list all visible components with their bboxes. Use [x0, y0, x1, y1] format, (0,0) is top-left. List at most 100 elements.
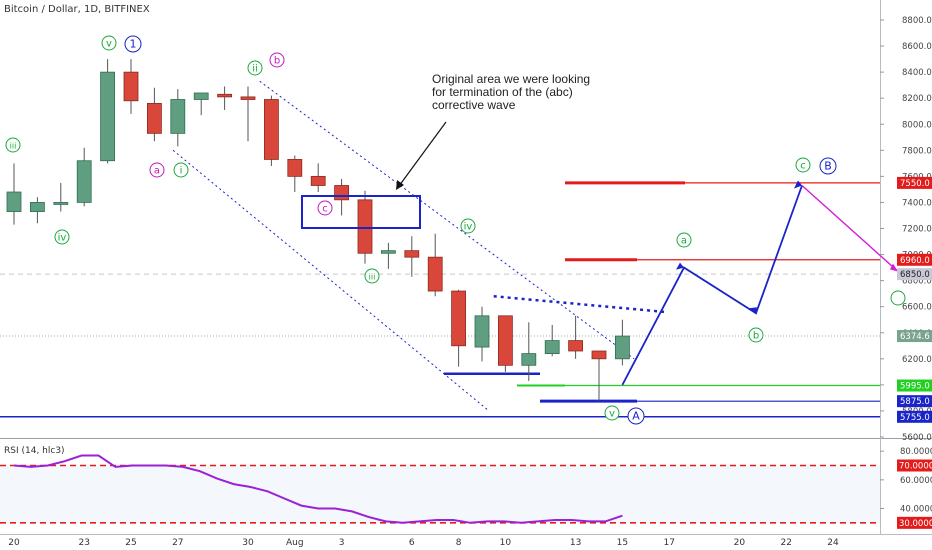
candle-body — [427, 256, 443, 292]
wave-label-text: 1 — [130, 38, 137, 51]
price-badge-label: 6960.0 — [900, 256, 930, 266]
date-tick-label: 17 — [663, 538, 674, 548]
wave-label-circle-edge — [890, 290, 906, 306]
candle-body — [170, 99, 186, 134]
wave-label-circle — [627, 407, 645, 425]
candle-body — [568, 340, 583, 352]
price-badge-label: 6374.6 — [900, 332, 930, 342]
candle-body — [544, 340, 560, 355]
date-tick-label: 24 — [827, 538, 839, 548]
wave-label-circle — [5, 137, 21, 153]
price-tick-label: 7800.0 — [902, 146, 932, 156]
date-tick-label: 23 — [78, 538, 89, 548]
rsi-tick-label: 60.0000 — [900, 476, 932, 486]
wave-label-text: A — [632, 410, 640, 423]
price-badge-label: 5755.0 — [900, 413, 930, 423]
candle-body — [497, 315, 513, 366]
rsi-badge-label: 30.0000 — [899, 519, 932, 529]
channel-upper — [259, 80, 635, 360]
wave-label-text: iii — [369, 273, 376, 282]
price-tick-label: 5600.0 — [902, 433, 932, 443]
date-tick-label: 30 — [242, 538, 254, 548]
projection-path — [621, 185, 803, 386]
wave-label-text: iv — [464, 222, 473, 233]
candle-body — [263, 99, 279, 160]
date-tick-label: 20 — [8, 538, 20, 548]
candle-body — [521, 353, 537, 366]
candle-body — [76, 160, 92, 203]
price-badge-label: 6850.0 — [900, 270, 930, 280]
overlays-back — [0, 80, 880, 418]
candle-body — [193, 92, 209, 100]
price-badge — [897, 253, 932, 266]
wave-label-text: c — [800, 161, 806, 172]
price-tick-label: 8000.0 — [902, 120, 932, 130]
chart-title: Bitcoin / Dollar, 1D, BITFINEX — [4, 4, 150, 15]
channel-lower — [172, 149, 490, 412]
annotation-arrow-head — [396, 180, 404, 190]
wave-label-text: i — [180, 166, 183, 177]
wave-label-text: b — [753, 331, 759, 342]
date-tick-label: 8 — [456, 538, 462, 548]
projection-arrowhead-a — [676, 262, 684, 270]
wave-label-circle — [676, 232, 692, 248]
projection-arrowhead-c — [794, 180, 802, 189]
date-tick-label: 22 — [780, 538, 791, 548]
candle-body — [53, 202, 69, 205]
candle-body — [451, 290, 467, 347]
date-tick-label: 3 — [339, 538, 345, 548]
price-badge — [897, 410, 932, 423]
projection-arrowhead-b — [749, 307, 757, 314]
wave-label-text: a — [681, 236, 687, 247]
target-box — [301, 195, 421, 229]
candles — [6, 59, 630, 401]
rsi-band — [0, 465, 880, 523]
wave-label-circle — [460, 218, 476, 234]
wave-label-text: v — [106, 39, 112, 50]
candle-body — [591, 350, 607, 360]
date-axis: 20 23 25 27 30 Aug 3 6 8 10 13 15 17 20 22 24 — [8, 538, 839, 548]
wave-label-circle — [795, 157, 811, 173]
date-tick-label: 6 — [409, 538, 415, 548]
wave-label-circle — [173, 162, 189, 178]
date-tick-label: 20 — [734, 538, 746, 548]
rsi-line — [13, 454, 623, 524]
price-tick-label: 6600.0 — [902, 303, 932, 313]
wave-label-text: ii — [252, 64, 258, 75]
candle-body — [380, 250, 396, 254]
date-tick-label: 27 — [172, 538, 183, 548]
price-badge-label: 5995.0 — [900, 382, 930, 392]
price-tick-label: 6200.0 — [902, 355, 932, 365]
candle-body — [404, 250, 420, 258]
candle-body — [615, 335, 630, 360]
annotation-arrow-line — [398, 121, 447, 187]
price-tick-label: 8400.0 — [902, 68, 932, 78]
price-badge — [897, 268, 932, 281]
candle-body — [287, 159, 303, 177]
wave-label-text: a — [154, 166, 160, 177]
wave-label-circle — [54, 229, 70, 245]
candle-body — [6, 191, 22, 212]
annotation-text: Original area we were looking for termin… — [432, 72, 591, 112]
wave-label-circle — [364, 268, 380, 284]
trend-line-dotted — [493, 295, 665, 314]
rsi-title: RSI (14, hlc3) — [4, 446, 65, 456]
wave-label-text: c — [322, 204, 328, 215]
date-tick-label: 25 — [125, 538, 136, 548]
price-tick-label: 8200.0 — [902, 94, 932, 104]
candle-body — [146, 103, 162, 134]
price-badge — [897, 395, 932, 408]
price-badge-label: 5875.0 — [900, 397, 930, 407]
price-tick-label: 8600.0 — [902, 42, 932, 52]
wave-label-circle — [604, 405, 620, 421]
price-badge — [897, 330, 932, 343]
rsi-tick-label: 80.0000 — [900, 447, 932, 457]
price-badge-label: 7550.0 — [900, 179, 930, 189]
candle-body — [240, 96, 256, 100]
rsi-badge-label: 70.0000 — [899, 462, 932, 472]
candle-body — [29, 202, 45, 212]
candle-body — [474, 315, 490, 348]
wave-label-circle — [124, 35, 142, 53]
price-tick-label: 7200.0 — [902, 225, 932, 235]
